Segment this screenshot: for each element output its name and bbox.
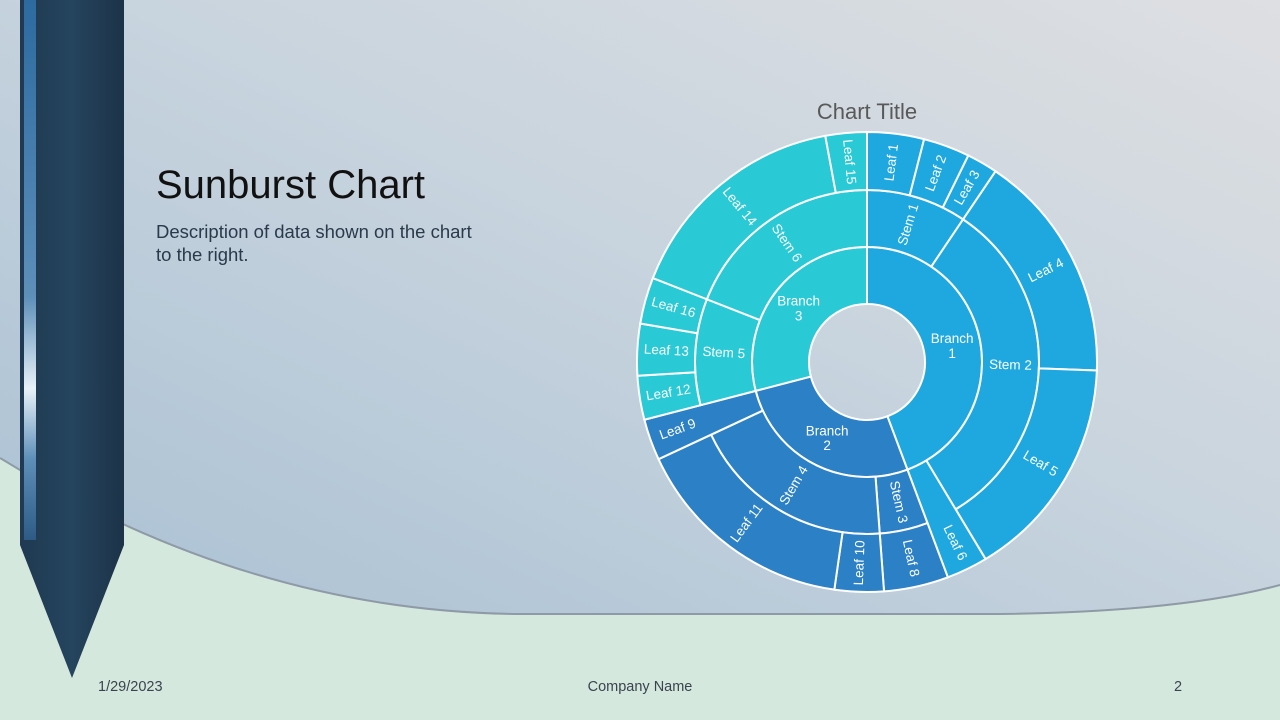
slide-description: Description of data shown on the chart t…: [156, 221, 472, 265]
segment-leaf-15[interactable]: [824, 130, 868, 195]
label-leaf-13: Leaf 13: [643, 341, 689, 358]
label-leaf-10: Leaf 10: [851, 540, 868, 586]
footer-date: 1/29/2023: [98, 679, 163, 695]
label-stem-5: Stem 5: [702, 344, 746, 362]
decorative-ribbon-highlight: [24, 0, 36, 540]
label-branch-3: Branch 3: [777, 293, 820, 323]
label-leaf-12: Leaf 12: [645, 382, 692, 404]
label-branch-2: Branch 2: [806, 423, 849, 453]
slide-title: Sunburst Chart: [156, 163, 426, 207]
footer-company: Company Name: [587, 679, 693, 695]
label-leaf-1: Leaf 1: [881, 143, 901, 182]
label-branch-1: Branch 1: [931, 331, 974, 361]
label-leaf-15: Leaf 15: [840, 139, 859, 185]
chart-title: Chart Title: [817, 99, 917, 124]
decorative-ribbon: [20, 0, 124, 678]
label-stem-2: Stem 2: [989, 357, 1032, 373]
footer-page-number: 2: [1174, 679, 1183, 695]
